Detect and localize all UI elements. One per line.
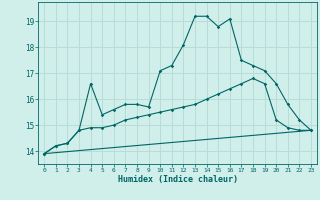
X-axis label: Humidex (Indice chaleur): Humidex (Indice chaleur) (118, 175, 238, 184)
